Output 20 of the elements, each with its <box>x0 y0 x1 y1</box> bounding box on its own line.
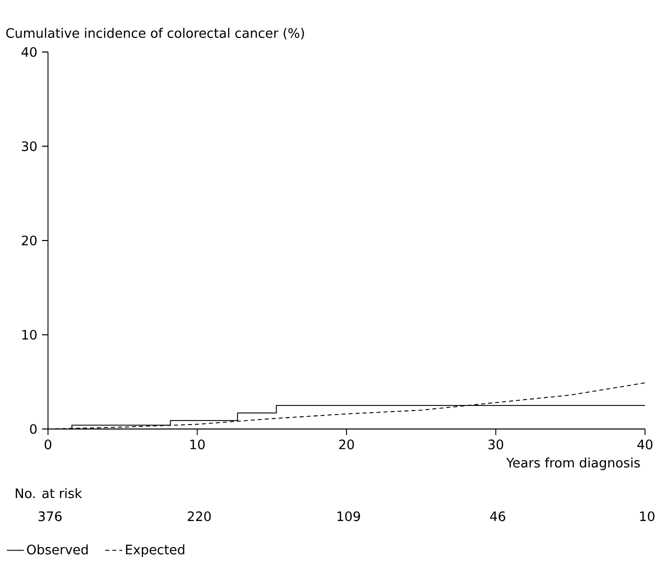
y-axis-title: Cumulative incidence of colorectal cancer (%) <box>6 28 304 40</box>
x-tick-label: 20 <box>339 440 354 450</box>
y-tick-label: 40 <box>22 47 37 57</box>
text: 376 <box>38 511 62 522</box>
x-axis-title: Years from diagnosis <box>506 458 640 470</box>
x-tick-label: 30 <box>488 440 504 450</box>
text: 46 <box>490 511 506 522</box>
text: No. at risk <box>16 488 82 498</box>
text: 10 <box>640 511 654 522</box>
y-tick-label: 0 <box>30 424 37 434</box>
x-tick-label: 10 <box>190 440 205 450</box>
x-tick-label: 40 <box>637 440 652 450</box>
legend-label: Expected <box>126 544 184 557</box>
legend-label: Observed <box>27 544 88 554</box>
text: 109 <box>338 511 360 522</box>
y-tick-label: 30 <box>22 141 37 152</box>
y-tick-label: 10 <box>22 330 37 340</box>
y-tick-label: 20 <box>22 236 37 246</box>
text: 220 <box>188 511 211 522</box>
x-tick-label: 0 <box>44 440 52 450</box>
